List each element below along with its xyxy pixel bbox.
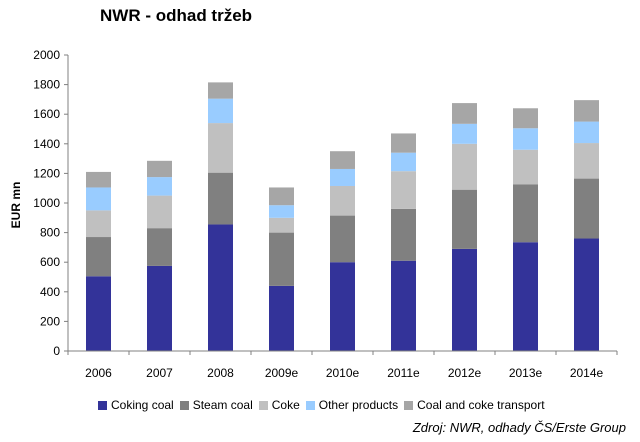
x-tick-label: 2013e [509,366,543,380]
x-tick-label: 2012e [448,366,482,380]
bar-segment-coal-and-coke-transport-2012e [452,103,477,124]
y-tick-label: 600 [40,255,60,269]
bar-segment-coke-2008 [208,123,233,173]
bar-segment-steam-coal-2009e [269,232,294,286]
bar-segment-steam-coal-2014e [574,178,599,239]
bar-segment-other-products-2009e [269,205,294,218]
bar-segment-steam-coal-2012e [452,189,477,249]
bar-segment-coking-coal-2010e [330,262,355,351]
legend-label: Coal and coke transport [417,398,545,412]
bars-group [86,82,599,351]
bar-segment-other-products-2007 [147,177,172,196]
bar-segment-coke-2010e [330,185,355,216]
bar-segment-coal-and-coke-transport-2014e [574,100,599,122]
bar-segment-coal-and-coke-transport-2010e [330,151,355,169]
bar-segment-steam-coal-2006 [86,237,111,277]
bar-segment-other-products-2013e [513,128,538,150]
y-tick-label: 1200 [33,166,60,180]
y-tick-label: 0 [53,344,60,358]
y-tick-label: 1800 [33,78,60,92]
legend-swatch [305,400,315,410]
bar-segment-other-products-2011e [391,152,416,172]
bar-segment-coke-2014e [574,143,599,179]
bar-segment-coking-coal-2012e [452,248,477,351]
x-tick-label: 2010e [326,366,360,380]
bar-segment-coke-2009e [269,217,294,233]
legend-label: Other products [318,398,399,412]
bar-segment-coking-coal-2006 [86,276,111,351]
bar-segment-coke-2011e [391,171,416,209]
bar-segment-steam-coal-2013e [513,184,538,243]
bar-segment-coking-coal-2011e [391,260,416,351]
bar-segment-coking-coal-2009e [269,285,294,351]
x-tick-label: 2011e [387,366,420,380]
bar-segment-steam-coal-2008 [208,172,233,225]
chart-title: NWR - odhad tržeb [100,6,253,25]
bar-segment-coal-and-coke-transport-2007 [147,160,172,178]
bar-segment-coal-and-coke-transport-2009e [269,187,294,206]
y-tick-label: 1400 [33,137,60,151]
legend-item: Coal and coke transport [404,398,545,412]
legend-item: Coke [258,398,300,412]
legend-item: Coking coal [98,398,174,412]
source-note: Zdroj: NWR, odhady ČS/Erste Group [412,420,626,435]
bar-segment-coking-coal-2014e [574,238,599,351]
x-tick-label: 2007 [146,366,173,380]
y-tick-label: 1000 [33,196,60,210]
bar-segment-coking-coal-2007 [147,265,172,351]
legend-item: Other products [305,398,399,412]
legend-swatch [258,400,268,410]
legend-item: Steam coal [179,398,253,412]
y-tick-label: 200 [40,314,60,328]
legend-label: Steam coal [192,398,253,412]
bar-segment-coking-coal-2013e [513,242,538,351]
legend-label: Coking coal [111,398,174,412]
bar-segment-coal-and-coke-transport-2013e [513,108,538,129]
bar-segment-coke-2013e [513,149,538,185]
y-axis-title: EUR mn [9,182,23,229]
x-tick-label: 2006 [85,366,112,380]
bar-segment-other-products-2014e [574,121,599,144]
bar-segment-other-products-2008 [208,98,233,124]
legend: Coking coal Steam coal Coke Other products C… [98,398,545,412]
chart-plot: 0 200 400 600 800 1000 1200 1400 1600 1800 2000 200… [9,48,618,380]
legend-swatch [98,400,107,410]
bar-segment-other-products-2010e [330,168,355,186]
x-tick-label: 2014e [570,366,604,380]
legend-swatch [404,400,414,410]
bar-segment-steam-coal-2010e [330,215,355,263]
bar-segment-coal-and-coke-transport-2008 [208,82,233,99]
x-tick-label: 2008 [207,366,234,380]
y-tick-label: 800 [40,226,60,240]
bar-segment-coking-coal-2008 [208,224,233,351]
y-tick-label: 1600 [33,107,60,121]
bar-segment-coke-2006 [86,210,111,238]
x-tick-label: 2009e [265,366,299,380]
legend-swatch [179,400,189,410]
bar-segment-coal-and-coke-transport-2006 [86,171,111,188]
bar-segment-other-products-2006 [86,187,111,211]
bar-segment-coal-and-coke-transport-2011e [391,133,416,153]
bar-segment-steam-coal-2011e [391,208,416,261]
bar-segment-coke-2012e [452,143,477,190]
y-tick-label: 2000 [33,48,60,62]
bar-segment-other-products-2012e [452,123,477,144]
bar-segment-coke-2007 [147,195,172,229]
axes-group: 0 200 400 600 800 1000 1200 1400 1600 1800 2000 200… [33,48,618,380]
legend-label: Coke [271,398,300,412]
y-tick-label: 400 [40,285,60,299]
bar-segment-steam-coal-2007 [147,228,172,266]
